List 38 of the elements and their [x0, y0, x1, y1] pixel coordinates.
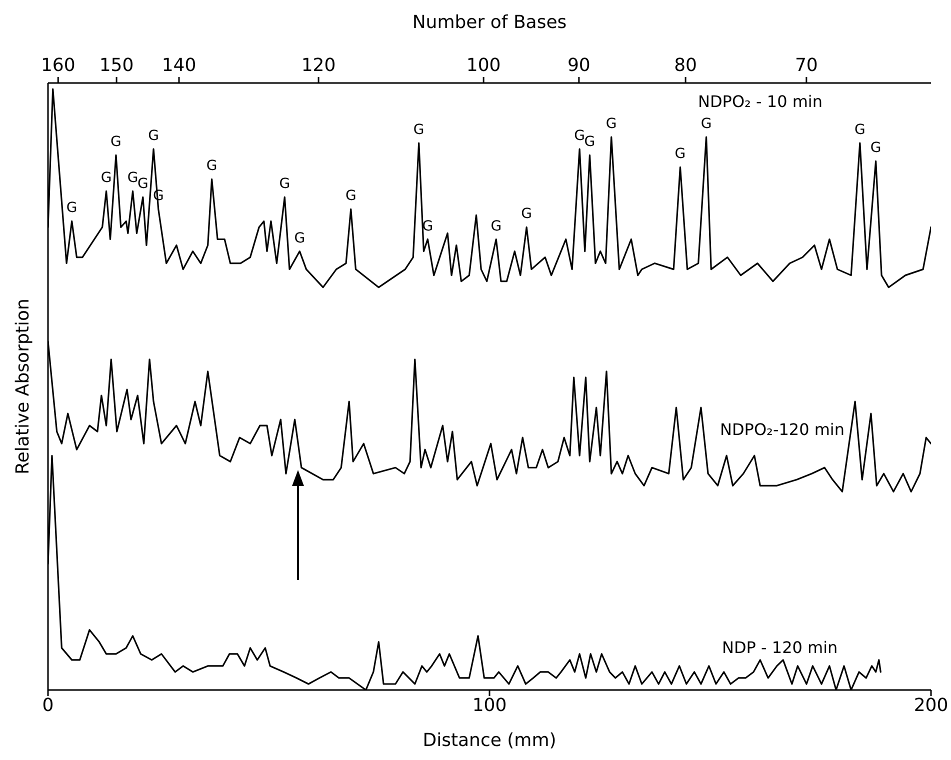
x2-tick-label: 70	[794, 55, 818, 76]
annotation: G	[584, 134, 596, 150]
x-tick-label: 100	[472, 694, 507, 716]
x2-tick-label: 120	[301, 55, 336, 76]
annotation: G	[854, 122, 866, 138]
annotation: G	[206, 158, 218, 174]
annotation: G	[66, 200, 78, 216]
annotation: G	[279, 176, 290, 192]
annotation: G	[137, 176, 148, 192]
x-axis-title: Distance (mm)	[422, 730, 556, 751]
x2-tick-label: 150	[99, 55, 134, 76]
x2-tick-label: 140	[162, 55, 196, 76]
annotation: G	[294, 230, 306, 246]
x-tick-label: 200	[914, 694, 948, 716]
annotation: G	[674, 146, 686, 162]
x2-tick-label: 90	[567, 55, 590, 76]
annotation: G	[413, 122, 424, 138]
annotation: G	[345, 188, 356, 204]
annotation: G	[127, 170, 138, 186]
series-label: NDPO₂-120 min	[720, 420, 845, 439]
annotation: G	[606, 116, 617, 132]
annotation: G	[490, 218, 502, 234]
annotation: G	[521, 206, 532, 222]
annotation: G	[700, 116, 712, 132]
y-axis-title: Relative Absorption	[12, 298, 34, 474]
x2-tick-label: 80	[674, 55, 698, 76]
x2-axis-title: Number of Bases	[412, 12, 567, 33]
series-label: NDPO₂ - 10 min	[698, 92, 823, 111]
annotation: G	[422, 218, 434, 234]
x-tick-label: 0	[42, 694, 54, 716]
annotation: G	[148, 128, 159, 144]
x2-tick-label: 160	[40, 55, 76, 76]
annotation: G	[100, 170, 112, 186]
annotation: G	[110, 134, 122, 150]
annotation: G	[870, 140, 882, 156]
x2-tick-label: 100	[466, 55, 501, 76]
annotation: G	[574, 128, 585, 144]
series-label: NDP - 120 min	[722, 638, 838, 657]
